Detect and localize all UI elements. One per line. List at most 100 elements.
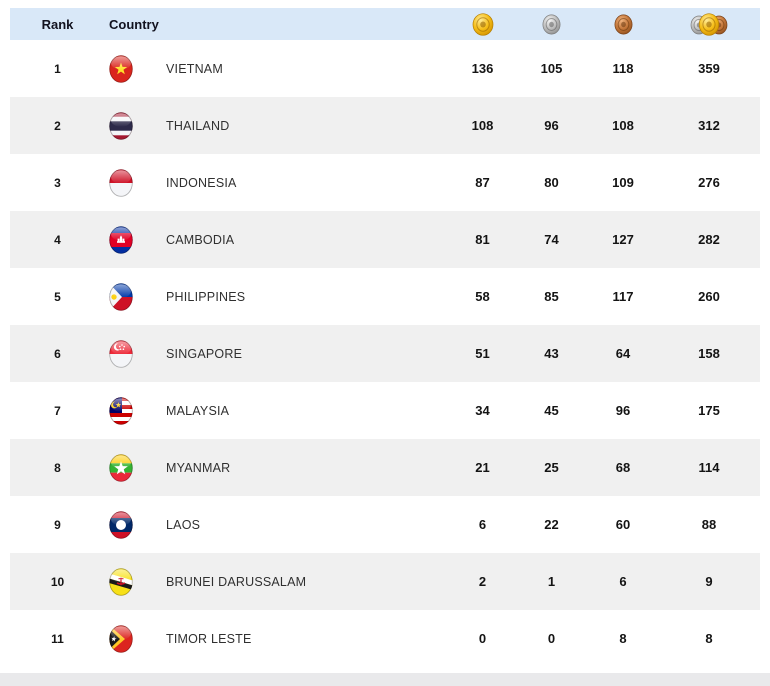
gold-count: 51 bbox=[475, 346, 490, 361]
rank-cell: 10 bbox=[50, 574, 65, 589]
rank-cell: 9 bbox=[54, 517, 61, 532]
gold-count: 0 bbox=[478, 631, 487, 646]
total-count: 359 bbox=[698, 61, 720, 76]
total-count: 114 bbox=[698, 460, 720, 475]
country-cell: SINGAPORE bbox=[105, 339, 450, 368]
country-name: VIETNAM bbox=[166, 61, 223, 76]
silver-medal-icon bbox=[515, 14, 588, 35]
philippines-flag-icon bbox=[109, 282, 133, 311]
silver-count: 96 bbox=[544, 118, 559, 133]
table-row: 1 VIETNAM 136 105 118 359 bbox=[10, 40, 760, 97]
table-row: 7 MALAYSIA 34 45 96 175 bbox=[10, 382, 760, 439]
table-row: 4 CAMBODIA 81 74 127 282 bbox=[10, 211, 760, 268]
gold-count: 108 bbox=[471, 118, 494, 133]
silver-count: 22 bbox=[544, 517, 559, 532]
silver-count: 85 bbox=[544, 289, 559, 304]
gold-count: 6 bbox=[478, 517, 487, 532]
total-medals-icon bbox=[658, 12, 760, 36]
medal-table: Rank Country 1 VIETNAM 136 105 118 359 2 THAILA… bbox=[10, 8, 760, 667]
laos-flag-icon bbox=[109, 510, 133, 539]
country-cell: VIETNAM bbox=[105, 54, 450, 83]
total-count: 282 bbox=[698, 232, 720, 247]
total-count: 175 bbox=[698, 403, 720, 418]
bronze-count: 96 bbox=[615, 403, 631, 418]
silver-count: 80 bbox=[544, 175, 559, 190]
country-name: THAILAND bbox=[166, 118, 230, 133]
table-row: 11 TIMOR LESTE 0 0 8 8 bbox=[10, 610, 760, 667]
malaysia-flag-icon bbox=[109, 396, 133, 425]
gold-medal-icon bbox=[450, 12, 515, 36]
rank-cell: 4 bbox=[54, 232, 61, 247]
total-count: 260 bbox=[698, 289, 720, 304]
country-name: CAMBODIA bbox=[166, 232, 235, 247]
silver-count: 74 bbox=[544, 232, 559, 247]
country-cell: MALAYSIA bbox=[105, 396, 450, 425]
table-row: 8 MYANMAR 21 25 68 114 bbox=[10, 439, 760, 496]
country-name: SINGAPORE bbox=[166, 346, 243, 361]
country-cell: LAOS bbox=[105, 510, 450, 539]
singapore-flag-icon bbox=[109, 339, 133, 368]
rank-cell: 2 bbox=[54, 118, 61, 133]
myanmar-flag-icon bbox=[109, 453, 133, 482]
country-name: PHILIPPINES bbox=[166, 289, 246, 304]
rank-cell: 7 bbox=[54, 403, 61, 418]
cambodia-flag-icon bbox=[109, 225, 133, 254]
bronze-count: 6 bbox=[619, 574, 627, 589]
gold-count: 81 bbox=[475, 232, 490, 247]
gold-count: 34 bbox=[475, 403, 490, 418]
country-cell: PHILIPPINES bbox=[105, 282, 450, 311]
gold-count: 21 bbox=[475, 460, 490, 475]
country-cell: BRUNEI DARUSSALAM bbox=[105, 567, 450, 596]
rank-column-header: Rank bbox=[41, 16, 74, 32]
gold-count: 87 bbox=[475, 175, 490, 190]
total-count: 8 bbox=[705, 631, 713, 646]
country-name: LAOS bbox=[166, 517, 201, 532]
bronze-medal-icon bbox=[588, 14, 658, 35]
silver-count: 25 bbox=[544, 460, 559, 475]
silver-count: 105 bbox=[540, 61, 563, 76]
table-row: 5 PHILIPPINES 58 85 117 260 bbox=[10, 268, 760, 325]
country-cell: INDONESIA bbox=[105, 168, 450, 197]
brunei-flag-icon bbox=[109, 567, 133, 596]
country-name: INDONESIA bbox=[166, 175, 237, 190]
table-row: 10 BRUNEI DARUSSALAM 2 1 6 9 bbox=[10, 553, 760, 610]
gold-count: 58 bbox=[475, 289, 490, 304]
country-name: MYANMAR bbox=[166, 460, 231, 475]
country-cell: CAMBODIA bbox=[105, 225, 450, 254]
total-count: 312 bbox=[698, 118, 720, 133]
rank-cell: 5 bbox=[54, 289, 61, 304]
bronze-count: 127 bbox=[612, 232, 634, 247]
total-count: 9 bbox=[705, 574, 713, 589]
silver-count: 43 bbox=[544, 346, 559, 361]
thailand-flag-icon bbox=[109, 111, 133, 140]
country-name: TIMOR LESTE bbox=[166, 631, 252, 646]
medal-table-body: 1 VIETNAM 136 105 118 359 2 THAILAND 108 96 108 312… bbox=[10, 40, 760, 667]
rank-cell: 11 bbox=[51, 631, 64, 646]
bronze-count: 64 bbox=[615, 346, 631, 361]
rank-cell: 8 bbox=[54, 460, 61, 475]
total-count: 276 bbox=[698, 175, 720, 190]
gold-count: 2 bbox=[478, 574, 487, 589]
footer-strip bbox=[0, 673, 770, 686]
bronze-count: 117 bbox=[612, 289, 634, 304]
country-name: BRUNEI DARUSSALAM bbox=[166, 574, 307, 589]
country-cell: TIMOR LESTE bbox=[105, 624, 450, 653]
country-cell: THAILAND bbox=[105, 111, 450, 140]
table-row: 3 INDONESIA 87 80 109 276 bbox=[10, 154, 760, 211]
timor-flag-icon bbox=[109, 624, 133, 653]
total-count: 158 bbox=[698, 346, 720, 361]
rank-cell: 3 bbox=[54, 175, 61, 190]
silver-count: 0 bbox=[547, 631, 556, 646]
rank-cell: 1 bbox=[54, 61, 61, 76]
total-count: 88 bbox=[701, 517, 717, 532]
bronze-count: 118 bbox=[612, 61, 634, 76]
table-row: 6 SINGAPORE 51 43 64 158 bbox=[10, 325, 760, 382]
bronze-count: 109 bbox=[612, 175, 634, 190]
country-column-header: Country bbox=[109, 16, 159, 32]
table-row: 9 LAOS 6 22 60 88 bbox=[10, 496, 760, 553]
bronze-count: 60 bbox=[615, 517, 631, 532]
rank-cell: 6 bbox=[54, 346, 61, 361]
silver-count: 1 bbox=[547, 574, 556, 589]
table-header: Rank Country bbox=[10, 8, 760, 40]
vietnam-flag-icon bbox=[109, 54, 133, 83]
